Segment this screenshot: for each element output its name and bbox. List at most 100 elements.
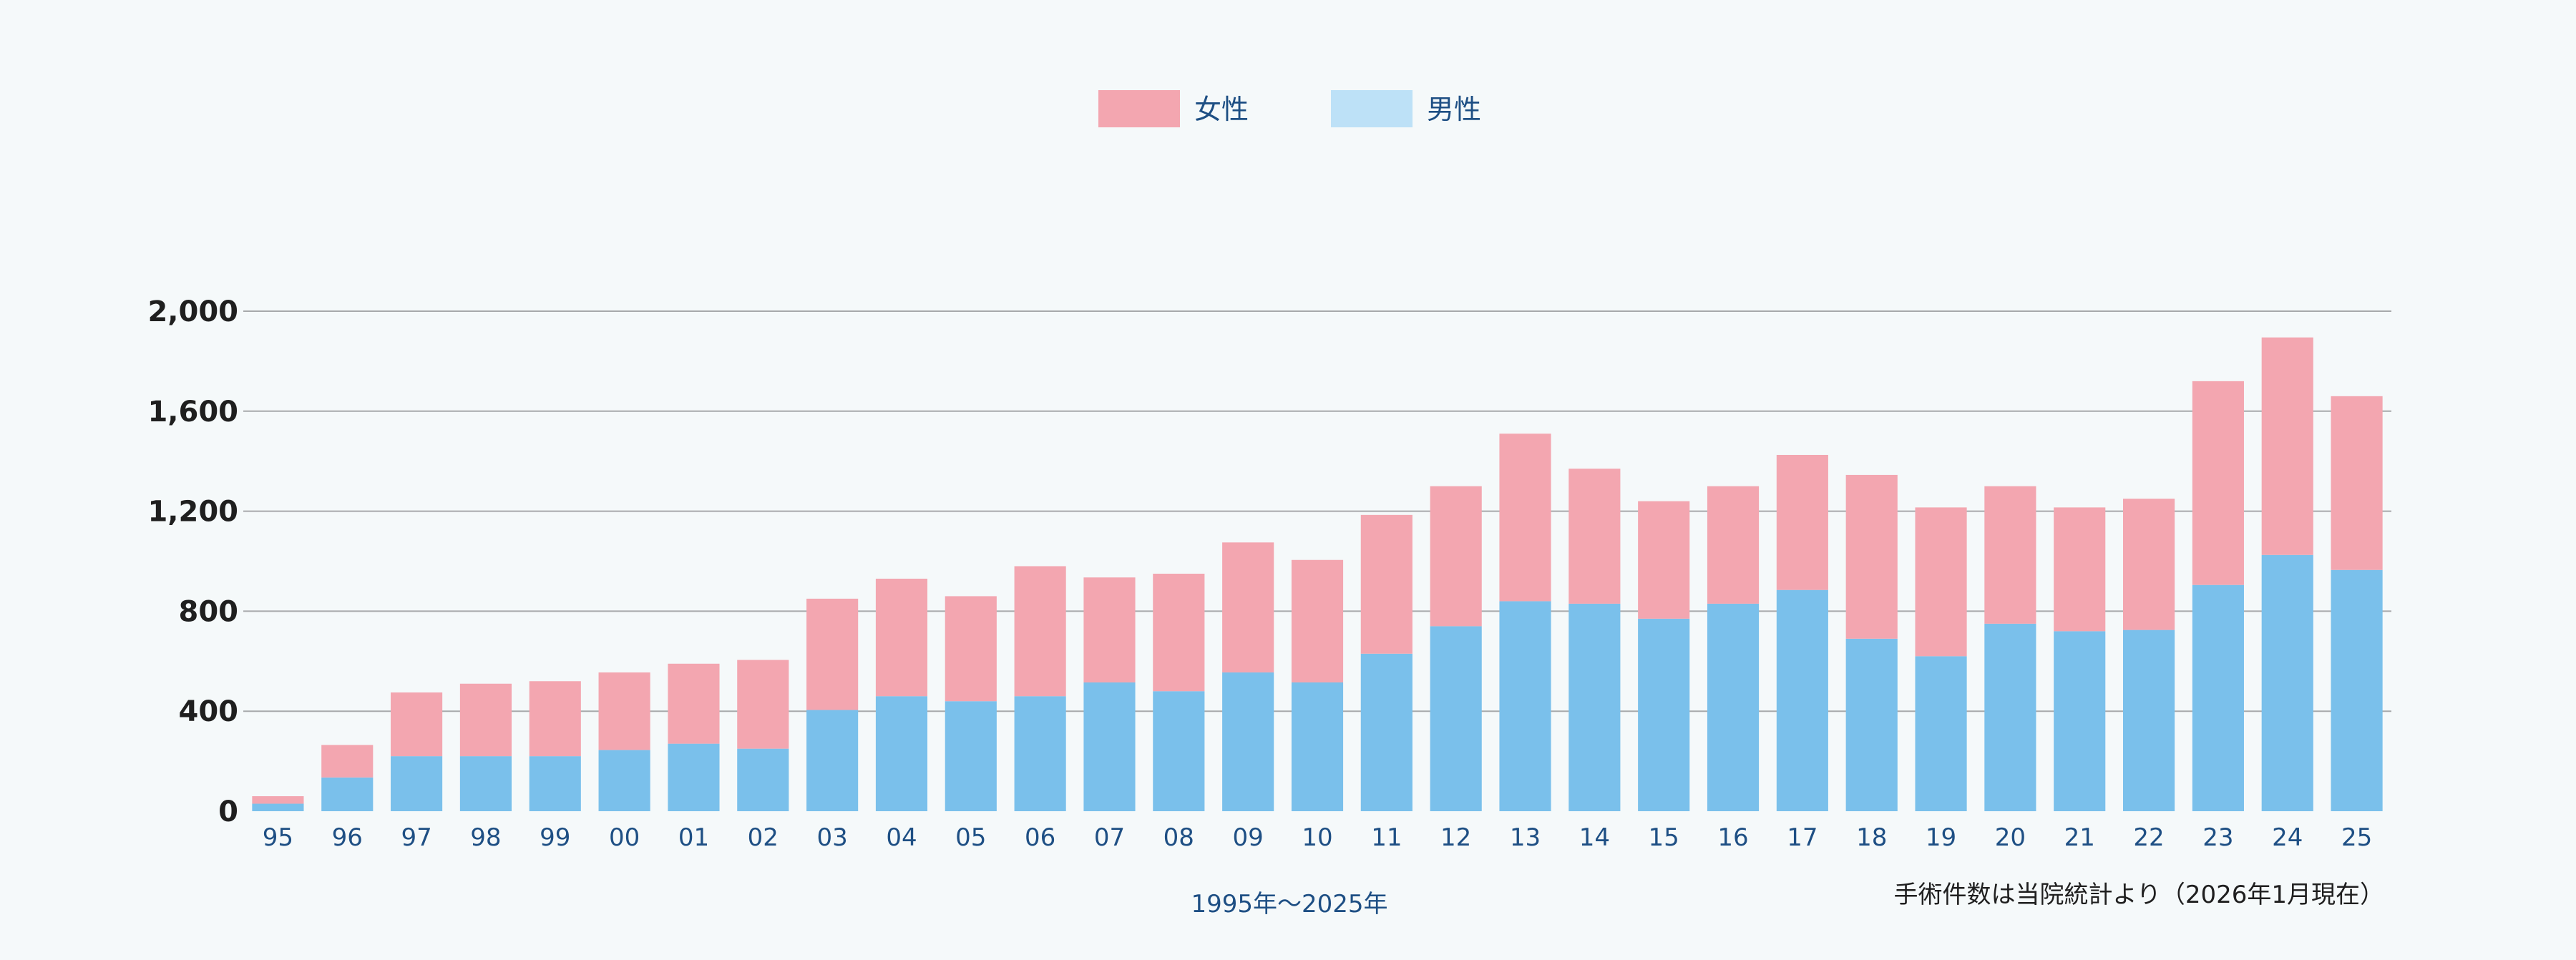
bar-female-03 [806, 598, 859, 710]
x-tick-label: 97 [401, 823, 431, 852]
y-tick-label: 2,000 [147, 295, 238, 328]
y-tick-label: 1,600 [147, 396, 238, 428]
bar-male-01 [668, 743, 720, 811]
bar-male-19 [1915, 656, 1967, 811]
bar-male-25 [2331, 569, 2383, 811]
bar-female-20 [1984, 486, 2036, 624]
x-tick-label: 03 [816, 823, 847, 852]
y-axis-ticks: 0 400 800 1,200 1,600 2,000 [147, 295, 238, 828]
bar-male-03 [806, 710, 859, 811]
bar-male-16 [1707, 603, 1760, 811]
legend: 女性 男性 [1098, 90, 1481, 127]
bar-male-24 [2261, 554, 2313, 811]
x-tick-label: 16 [1717, 823, 1748, 852]
x-tick-label: 10 [1302, 823, 1332, 852]
bar-female-02 [737, 660, 789, 749]
bar-male-17 [1776, 589, 1828, 811]
bar-female-07 [1083, 577, 1136, 683]
bar-male-23 [2192, 584, 2244, 811]
x-tick-label: 05 [955, 823, 986, 852]
bar-male-99 [529, 756, 581, 811]
bar-male-18 [1845, 638, 1898, 811]
bar-female-24 [2261, 337, 2313, 555]
bar-male-10 [1291, 682, 1344, 811]
bar-male-04 [875, 696, 928, 811]
bar-male-00 [598, 750, 650, 811]
bar-female-25 [2331, 396, 2383, 570]
bar-female-19 [1915, 507, 1967, 657]
bar-male-22 [2122, 630, 2175, 811]
x-tick-label: 09 [1233, 823, 1264, 852]
bar-male-09 [1222, 672, 1274, 811]
x-tick-label: 12 [1440, 823, 1471, 852]
x-tick-label: 23 [2202, 823, 2233, 852]
bar-male-96 [321, 777, 374, 811]
bar-female-21 [2054, 507, 2106, 632]
bar-male-06 [1014, 696, 1066, 811]
bar-female-04 [875, 578, 928, 697]
bar-male-95 [252, 803, 304, 811]
bar-male-02 [737, 748, 789, 812]
x-tick-label: 06 [1025, 823, 1055, 852]
y-tick-label: 0 [218, 795, 238, 828]
x-tick-label: 24 [2272, 823, 2303, 852]
bar-male-07 [1083, 682, 1136, 811]
legend-male-swatch [1331, 90, 1413, 127]
bar-female-12 [1430, 486, 1482, 627]
x-tick-label: 13 [1510, 823, 1541, 852]
x-tick-label: 18 [1856, 823, 1887, 852]
bar-female-13 [1499, 434, 1551, 602]
bar-male-11 [1360, 653, 1413, 811]
x-tick-label: 19 [1926, 823, 1956, 852]
bar-female-97 [391, 692, 443, 757]
x-tick-label: 15 [1649, 823, 1679, 852]
bar-female-22 [2122, 499, 2175, 630]
bar-male-05 [945, 701, 997, 811]
bar-male-12 [1430, 626, 1482, 811]
x-tick-label: 17 [1787, 823, 1818, 852]
bar-female-08 [1153, 573, 1205, 692]
bar-female-06 [1014, 566, 1066, 697]
bar-male-97 [391, 756, 443, 811]
x-axis-ticks: 95 96 97 98 99 00 01 02 03 04 05 06 07 08 09 10 11 12 13 14… [263, 823, 2372, 852]
bar-male-08 [1153, 691, 1205, 811]
x-tick-label: 00 [609, 823, 640, 852]
bar-female-23 [2192, 381, 2244, 585]
bar-female-98 [459, 683, 512, 757]
bars [252, 337, 2383, 812]
x-tick-label: 22 [2133, 823, 2164, 852]
bar-male-20 [1984, 623, 2036, 812]
x-tick-label: 21 [2064, 823, 2095, 852]
bar-female-95 [252, 796, 304, 804]
x-tick-label: 25 [2341, 823, 2372, 852]
bar-female-11 [1360, 514, 1413, 654]
legend-male-label: 男性 [1427, 94, 1481, 125]
bar-female-16 [1707, 486, 1760, 604]
source-note: 手術件数は当院統計より（2026年1月現在） [1894, 881, 2384, 909]
y-tick-label: 400 [179, 695, 239, 728]
bar-male-14 [1568, 603, 1621, 811]
bar-female-15 [1638, 501, 1690, 619]
bar-male-15 [1638, 618, 1690, 811]
x-tick-label: 99 [540, 823, 570, 852]
x-tick-label: 96 [332, 823, 363, 852]
x-tick-label: 11 [1371, 823, 1402, 852]
bar-female-14 [1568, 469, 1621, 604]
bar-female-96 [321, 745, 374, 778]
legend-female-swatch [1098, 90, 1180, 127]
x-tick-label: 08 [1163, 823, 1194, 852]
bar-female-18 [1845, 474, 1898, 639]
bar-female-00 [598, 672, 650, 750]
bar-female-17 [1776, 454, 1828, 590]
x-tick-label: 95 [263, 823, 293, 852]
bar-male-13 [1499, 601, 1551, 811]
bar-female-05 [945, 596, 997, 702]
legend-female-label: 女性 [1194, 94, 1249, 125]
x-tick-label: 07 [1094, 823, 1125, 852]
bar-male-21 [2054, 631, 2106, 811]
x-tick-label: 01 [678, 823, 709, 852]
bar-male-98 [459, 756, 512, 811]
x-axis-label: 1995年〜2025年 [1191, 890, 1387, 919]
bar-female-10 [1291, 559, 1344, 682]
